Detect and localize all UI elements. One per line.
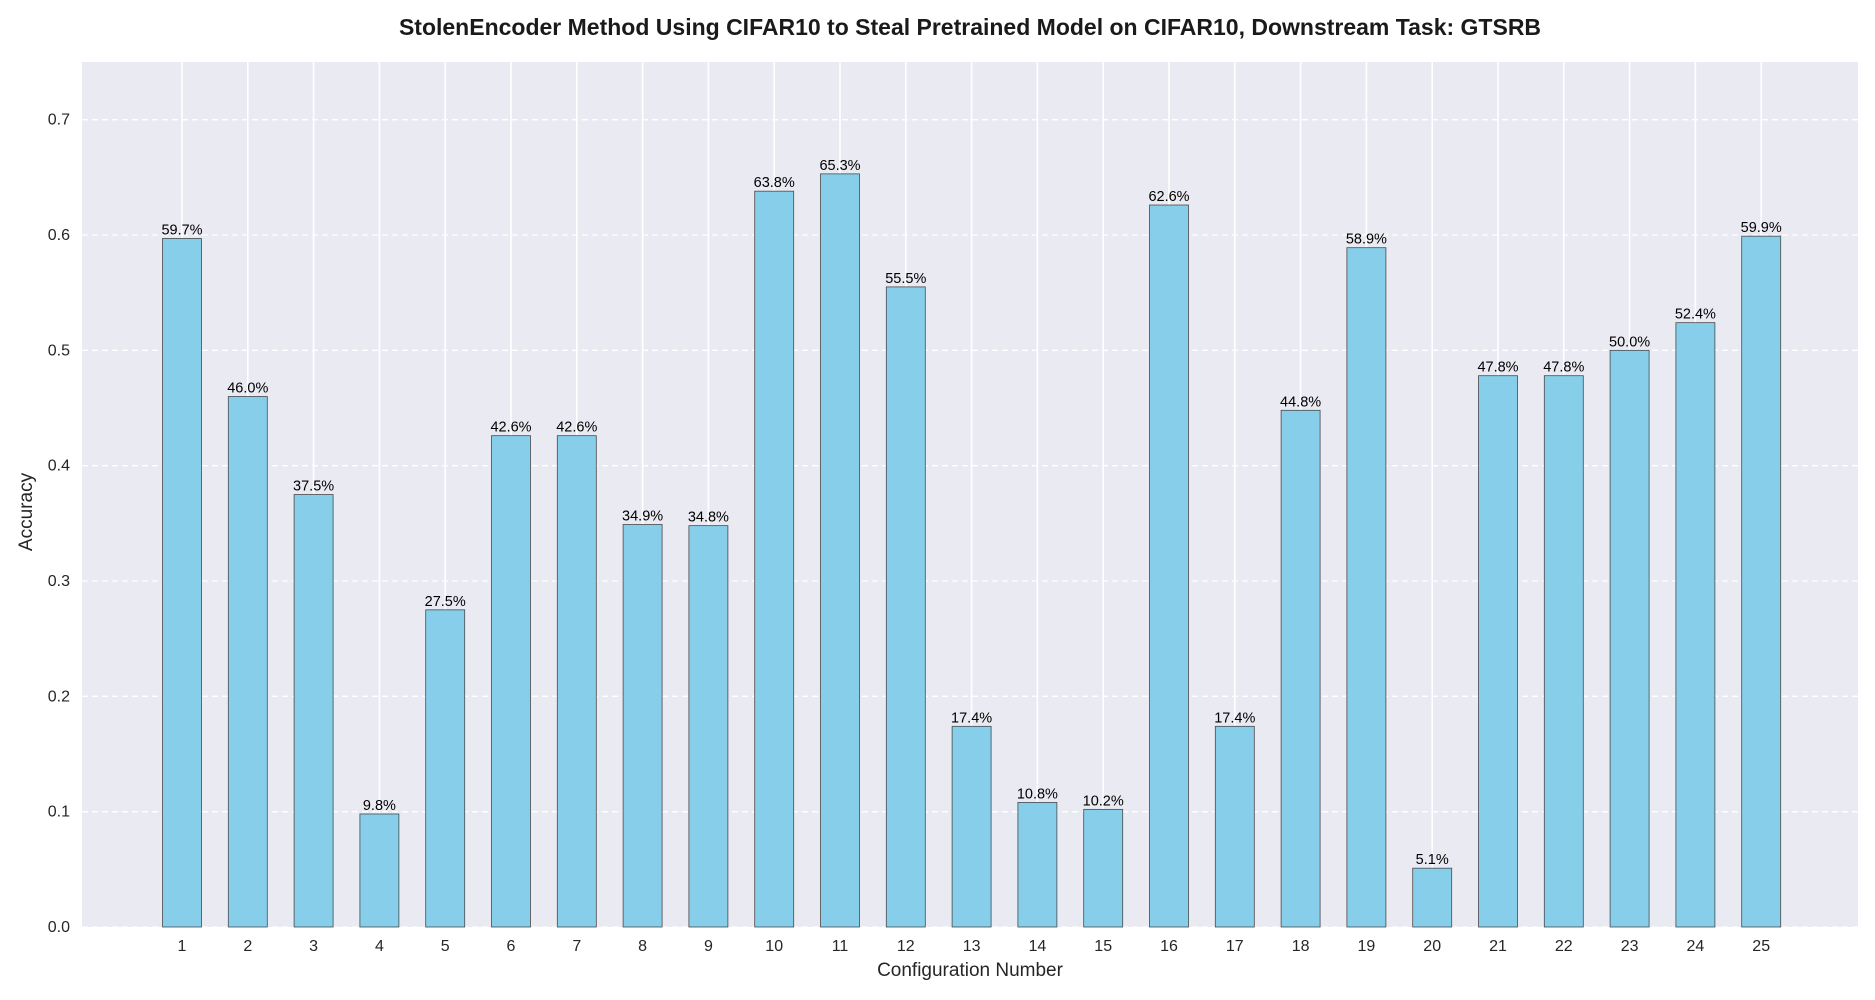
bar-value-label-15: 10.2% [1083,793,1124,809]
bar-5 [425,609,466,928]
bar-value-label-23: 50.0% [1609,334,1650,350]
bar-11 [820,173,860,928]
bar-2 [227,396,268,928]
bar-value-label-6: 42.6% [490,420,531,436]
x-tick-label-2: 2 [243,938,252,955]
y-tick-label: 0.7 [48,112,70,129]
x-tick-label-3: 3 [309,938,318,955]
bar-value-label-3: 37.5% [293,479,334,495]
bar-value-label-14: 10.8% [1017,786,1058,802]
bar-value-label-16: 62.6% [1148,189,1189,205]
y-axis-ticks: 0.0 0.1 0.2 0.3 0.4 0.5 0.6 0.7 [48,112,70,936]
bar-21 [1478,375,1518,928]
bar-value-label-10: 63.8% [754,175,795,191]
bar-20 [1412,867,1453,928]
bar-3 [293,494,334,928]
bar-24 [1675,322,1716,928]
bar-value-label-4: 9.8% [363,798,396,814]
y-tick-label: 0.4 [48,458,70,475]
bar-9 [688,525,729,928]
x-tick-label-8: 8 [638,938,647,955]
bar-1 [162,238,202,928]
x-tick-label-23: 23 [1621,938,1639,955]
x-tick-label-24: 24 [1687,938,1705,955]
y-tick-label: 0.6 [48,227,70,244]
bar-value-label-22: 47.8% [1543,360,1584,376]
y-tick-label: 0.3 [48,573,70,590]
x-tick-label-5: 5 [441,938,450,955]
bar-15 [1083,808,1124,928]
bar-8 [622,524,663,928]
bar-4 [359,813,400,928]
x-tick-label-10: 10 [765,938,783,955]
bar-value-label-25: 59.9% [1741,220,1782,236]
x-tick-label-13: 13 [963,938,981,955]
x-tick-label-4: 4 [375,938,384,955]
bar-6 [491,435,531,928]
bar-19 [1346,247,1387,928]
bar-value-label-20: 5.1% [1416,852,1449,868]
bar-value-label-24: 52.4% [1675,307,1716,323]
bar-value-label-12: 55.5% [885,271,926,287]
x-tick-label-17: 17 [1226,938,1244,955]
bar-value-label-21: 47.8% [1477,360,1518,376]
x-tick-label-7: 7 [572,938,581,955]
x-tick-label-21: 21 [1489,938,1507,955]
x-tick-label-19: 19 [1358,938,1376,955]
x-axis-label: Configuration Number [877,960,1064,981]
bar-value-label-5: 27.5% [425,594,466,610]
bar-12 [885,286,926,928]
x-tick-label-11: 11 [832,938,849,955]
bar-value-label-17: 17.4% [1214,710,1255,726]
bar-value-label-13: 17.4% [951,710,992,726]
x-axis-ticks: 1 2 3 4 5 6 7 8 9 10 11 12 13 14 15 16 17 18 19 20 21 22 23 24 2… [178,938,1771,955]
y-tick-label: 0.2 [48,688,70,705]
bar-value-label-1: 59.7% [161,222,202,238]
bar-16 [1149,204,1189,928]
bar-value-label-18: 44.8% [1280,394,1321,410]
x-tick-label-16: 16 [1160,938,1178,955]
x-tick-label-1: 1 [178,938,187,955]
bar-value-label-9: 34.8% [688,510,729,526]
x-tick-label-22: 22 [1555,938,1573,955]
bar-25 [1741,235,1782,928]
bar-18 [1280,409,1321,928]
bar-value-label-8: 34.9% [622,508,663,524]
x-tick-label-20: 20 [1423,938,1441,955]
x-tick-label-15: 15 [1094,938,1112,955]
bar-14 [1017,802,1058,928]
bar-value-label-2: 46.0% [227,380,268,396]
y-tick-label: 0.5 [48,342,70,359]
x-tick-label-9: 9 [704,938,713,955]
bar-value-label-19: 58.9% [1346,232,1387,248]
bars [162,173,1782,928]
bar-10 [754,190,795,928]
bar-13 [951,725,992,928]
x-tick-label-25: 25 [1752,938,1770,955]
x-tick-label-14: 14 [1029,938,1047,955]
bar-17 [1214,725,1255,928]
bar-value-label-7: 42.6% [556,420,597,436]
y-axis-label: Accuracy [16,472,37,551]
y-tick-label: 0.1 [48,804,70,821]
bar-22 [1543,375,1584,928]
x-tick-label-12: 12 [897,938,915,955]
x-tick-label-6: 6 [507,938,516,955]
x-tick-label-18: 18 [1292,938,1310,955]
bar-value-label-11: 65.3% [819,158,860,174]
bar-23 [1609,349,1650,928]
bar-7 [556,435,597,928]
bar-value-labels: 59.7% 46.0% 37.5% 9.8% 27.5% 42.6% 42.6% 34.9% 3… [161,158,1781,868]
chart-title: StolenEncoder Method Using CIFAR10 to St… [399,14,1541,40]
y-tick-label: 0.0 [48,919,70,936]
